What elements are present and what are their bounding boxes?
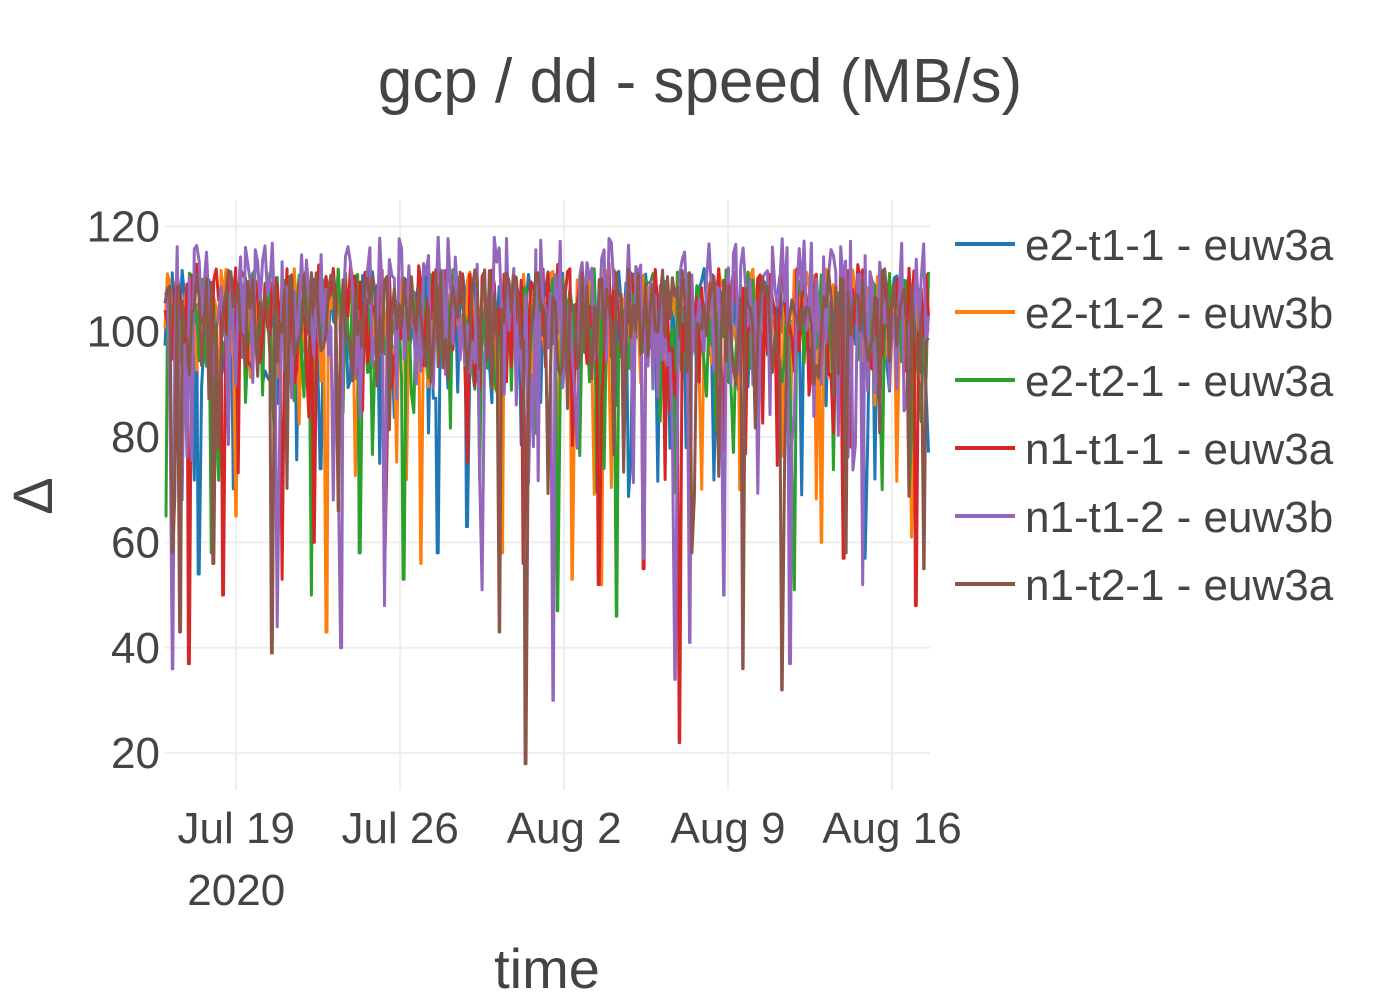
legend-item[interactable]: e2-t1-1 - euw3a — [955, 221, 1334, 270]
series-line — [163, 267, 930, 766]
legend: e2-t1-1 - euw3a e2-t1-2 - euw3b e2-t2-1 - … — [955, 221, 1334, 610]
x-tick-label: Jul 19 — [178, 804, 295, 853]
plot-area — [163, 235, 930, 766]
y-tick-label: 80 — [111, 413, 160, 462]
x-tick-label: Aug 9 — [671, 804, 786, 853]
legend-label: n1-t1-2 - euw3b — [1025, 493, 1333, 542]
x-tick-label: Aug 2 — [507, 804, 622, 853]
y-tick-label: 40 — [111, 624, 160, 673]
y-tick-label: 120 — [87, 202, 160, 251]
legend-item[interactable]: e2-t1-2 - euw3b — [955, 289, 1333, 338]
x-tick-label: Jul 26 — [341, 804, 458, 853]
legend-label: e2-t1-1 - euw3a — [1025, 221, 1334, 270]
y-tick-label: 20 — [111, 729, 160, 778]
legend-label: n1-t1-1 - euw3a — [1025, 425, 1334, 474]
x-tick-sublabel: 2020 — [187, 866, 285, 915]
x-axis-title: time — [494, 937, 600, 1000]
legend-item[interactable]: n1-t2-1 - euw3a — [955, 561, 1334, 610]
x-tick-label: Aug 16 — [822, 804, 961, 853]
legend-item[interactable]: n1-t1-1 - euw3a — [955, 425, 1334, 474]
legend-label: e2-t2-1 - euw3a — [1025, 357, 1334, 406]
chart-title: gcp / dd - speed (MB/s) — [378, 47, 1022, 116]
y-tick-label: 100 — [87, 308, 160, 357]
y-axis-ticks: 20 40 60 80 100 120 — [87, 202, 160, 778]
legend-item[interactable]: e2-t2-1 - euw3a — [955, 357, 1334, 406]
series-line — [163, 261, 930, 745]
legend-item[interactable]: n1-t1-2 - euw3b — [955, 493, 1333, 542]
legend-label: e2-t1-2 - euw3b — [1025, 289, 1333, 338]
legend-label: n1-t2-1 - euw3a — [1025, 561, 1334, 610]
y-tick-label: 60 — [111, 518, 160, 567]
y-axis-title: Δ — [1, 477, 64, 514]
x-axis-ticks: Jul 19 2020 Jul 26 Aug 2 Aug 9 Aug 16 — [178, 804, 962, 915]
